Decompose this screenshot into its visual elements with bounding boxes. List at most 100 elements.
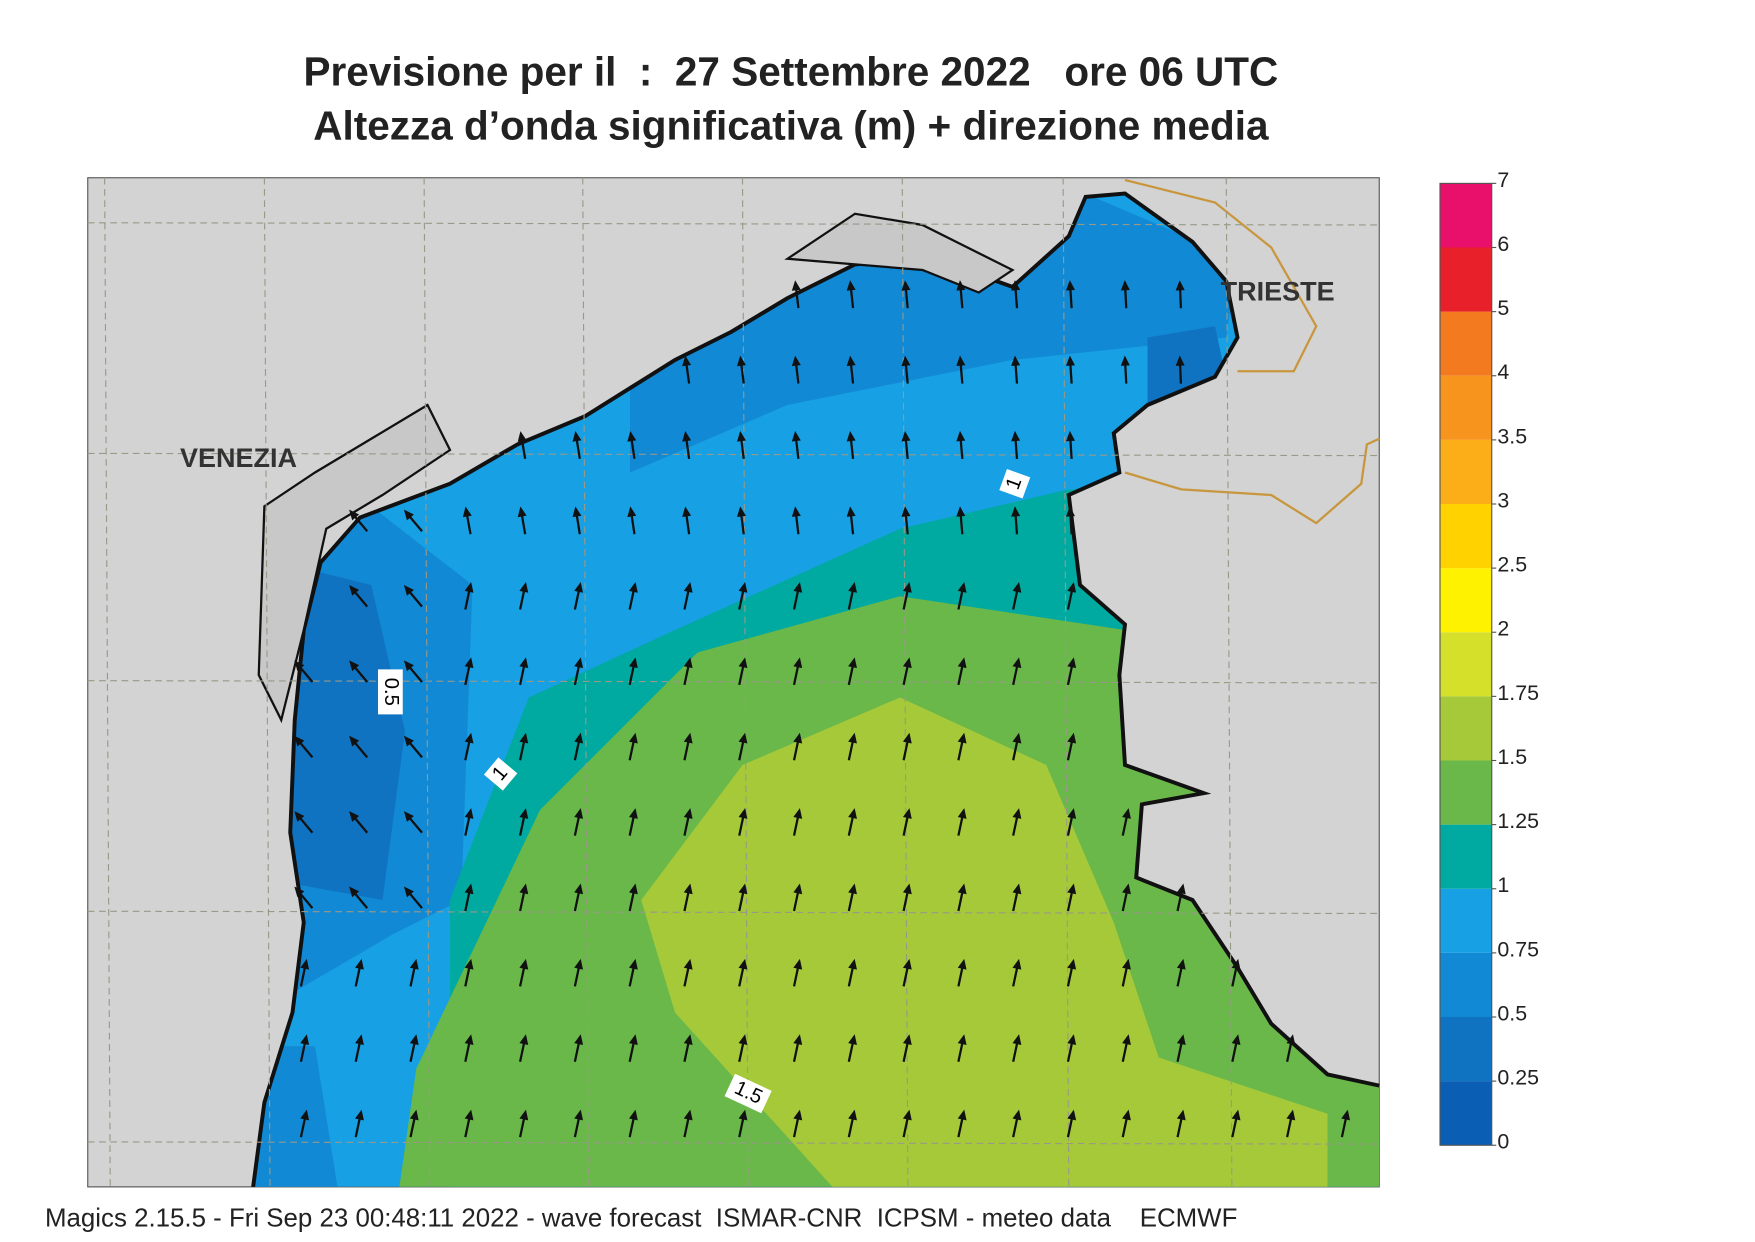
arrow — [1176, 1109, 1186, 1138]
arrow — [738, 732, 748, 761]
arrow — [354, 1109, 364, 1138]
arrow-head — [957, 732, 967, 744]
arrow — [517, 506, 527, 535]
arrow — [1231, 1034, 1241, 1062]
arrow-head — [409, 1109, 419, 1121]
arrow — [957, 732, 967, 761]
colorbar-tick-label: 2.5 — [1497, 553, 1527, 577]
arrow-head — [1067, 581, 1077, 593]
arrow — [1012, 808, 1022, 836]
arrow-head — [848, 808, 857, 819]
arrow — [683, 808, 693, 836]
arrow-head — [629, 958, 638, 970]
arrow — [1175, 280, 1185, 309]
arrow — [573, 732, 584, 761]
contour-label: 1 — [999, 468, 1031, 499]
arrow-head — [519, 883, 529, 895]
arrow — [573, 1109, 584, 1138]
arrow — [628, 657, 638, 686]
arrow-head — [848, 883, 857, 895]
arrow — [902, 1109, 912, 1138]
arrow-head — [519, 958, 529, 970]
arrow — [1066, 883, 1077, 912]
colorbar-tick-label: 1.75 — [1497, 681, 1539, 705]
colorbar-tick-label: 4 — [1497, 360, 1509, 384]
arrow-head — [519, 657, 529, 669]
arrow-head — [464, 808, 474, 819]
arrow-head — [738, 581, 748, 593]
arrow — [627, 431, 637, 460]
arrow — [1175, 355, 1185, 384]
arrow — [403, 811, 423, 834]
arrow-head — [1012, 958, 1022, 970]
colorbar-tick-label: 1 — [1497, 873, 1509, 897]
arrow-head — [957, 883, 967, 895]
arrow-head — [1176, 1109, 1186, 1121]
arrow — [1066, 280, 1075, 309]
arrow-head — [300, 1034, 310, 1046]
arrow — [573, 581, 584, 610]
arrow — [683, 657, 693, 686]
arrow-head — [957, 958, 967, 970]
arrow-head — [1011, 506, 1021, 517]
colorbar-segment — [1440, 696, 1492, 761]
arrow-head — [848, 581, 857, 593]
arrow-head — [738, 657, 748, 669]
arrow — [464, 958, 474, 987]
arrow — [683, 1109, 693, 1138]
arrow-head — [1012, 1109, 1022, 1121]
arrow — [1066, 581, 1077, 610]
arrow-head — [349, 811, 360, 822]
arrow — [1066, 355, 1075, 384]
arrow — [354, 958, 364, 987]
grid-line — [87, 222, 1380, 226]
arrow — [1176, 883, 1186, 912]
arrow-head — [464, 732, 474, 744]
arrow — [1176, 1034, 1186, 1062]
arrow — [409, 1034, 419, 1062]
graticule — [87, 177, 1380, 1187]
arrow — [1011, 430, 1021, 460]
arrow — [1066, 1109, 1077, 1138]
arrow — [901, 280, 911, 309]
arrow-head — [957, 581, 967, 593]
arrow-head — [683, 883, 693, 895]
arrow — [572, 506, 582, 535]
arrow-head — [629, 1109, 638, 1121]
arrow-head — [403, 660, 414, 672]
arrow — [957, 808, 967, 836]
arrow — [1066, 657, 1077, 686]
arrow-head — [574, 732, 584, 744]
arrow-head — [629, 581, 638, 593]
arrow — [299, 1034, 310, 1062]
arrow — [299, 958, 310, 987]
arrow-head — [846, 280, 856, 291]
colorbar-tick-label: 3.5 — [1497, 424, 1527, 448]
arrow — [902, 657, 912, 686]
arrow-head — [901, 280, 911, 291]
arrow-head — [848, 657, 857, 669]
arrow — [792, 732, 803, 761]
arrow-head — [1012, 808, 1022, 819]
arrow — [901, 355, 911, 384]
arrow-head — [572, 431, 582, 442]
arrow-head — [791, 280, 801, 291]
arrow — [1066, 506, 1075, 535]
arrow-head — [1341, 1109, 1351, 1121]
arrow — [737, 355, 746, 384]
arrow — [902, 581, 912, 610]
arrow-head — [519, 808, 529, 819]
colorbar-tick-label: 1.5 — [1497, 745, 1527, 769]
arrow — [1066, 1034, 1077, 1062]
arrow — [956, 280, 966, 309]
arrow-head — [1066, 280, 1075, 291]
arrow-head — [300, 1109, 310, 1121]
arrow-head — [629, 883, 638, 895]
arrow — [1121, 958, 1131, 987]
arrow-head — [1012, 1034, 1022, 1046]
arrow-head — [737, 430, 746, 442]
arrow-head — [464, 657, 474, 669]
arrow — [791, 355, 801, 384]
grid-line — [87, 1141, 1380, 1145]
arrow — [518, 958, 529, 987]
